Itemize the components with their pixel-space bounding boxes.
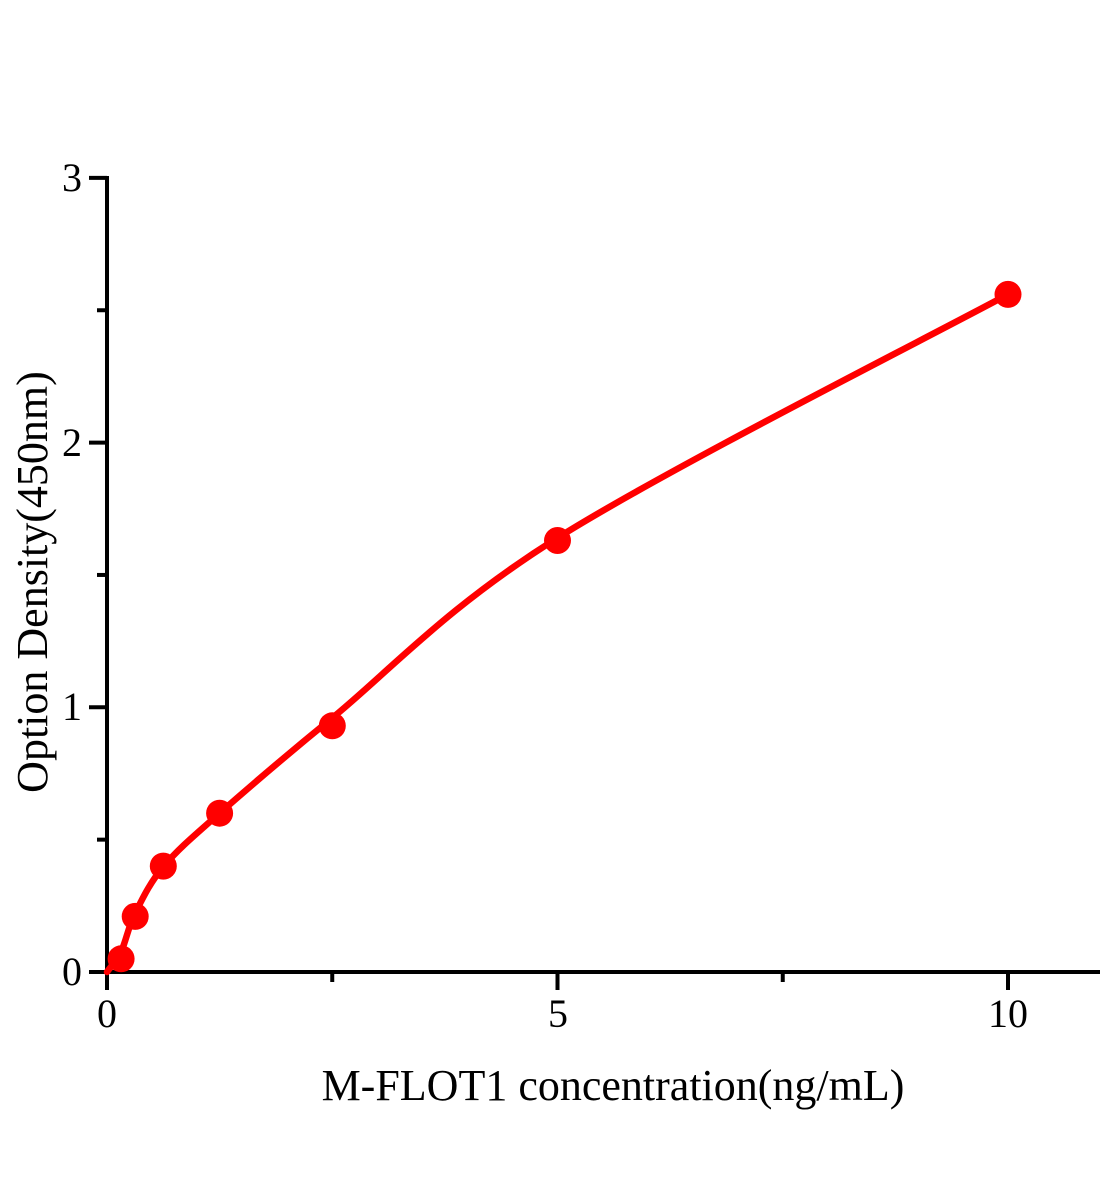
data-point [149,852,177,880]
y-tick-label-3: 3 [62,155,82,200]
fit-curve-line [103,291,1012,976]
y-tick-label-2: 2 [62,420,82,465]
x-axis-title: M-FLOT1 concentration(ng/mL) [321,1061,905,1110]
data-point [544,527,571,554]
y-axis-title: Option Density(450nm) [8,371,57,793]
x-tick-label-10: 10 [988,991,1028,1036]
x-tick-label-5: 5 [548,991,568,1036]
data-point [121,902,149,930]
data-point [206,799,234,827]
y-tick-label-0: 0 [62,949,82,994]
data-point [318,712,346,740]
x-tick-label-0: 0 [97,991,117,1036]
data-point [107,945,135,973]
y-tick-label-1: 1 [62,684,82,729]
data-point [994,280,1022,308]
